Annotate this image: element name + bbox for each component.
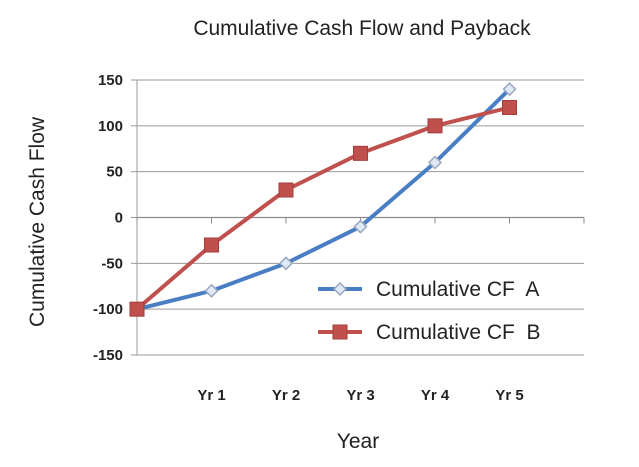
data-point-series-1 (278, 256, 294, 271)
y-tick-label: -100 (93, 301, 123, 318)
y-tick-labels: 150 100 50 0 -50 -100 -150 (93, 72, 123, 364)
x-tick-labels: Yr 1 Yr 2 Yr 3 Yr 4 Yr 5 (197, 387, 523, 404)
data-point-series-2 (129, 301, 145, 317)
data-point-series-1 (502, 82, 517, 97)
legend-marker-1 (332, 281, 348, 297)
y-tick-label: 0 (115, 210, 123, 227)
y-tick-label: -150 (93, 347, 123, 364)
x-tick-label: Yr 4 (421, 387, 450, 404)
x-tick-label: Yr 3 (346, 387, 374, 404)
y-axis-title: Cumulative Cash Flow (26, 116, 49, 327)
x-axis-title: Year (337, 430, 379, 453)
data-point-series-2 (204, 237, 219, 253)
data-point-series-1 (204, 283, 219, 298)
series-lines (135, 87, 511, 312)
data-point-series-2 (278, 182, 294, 198)
chart-title: Cumulative Cash Flow and Payback (193, 17, 531, 40)
legend: Cumulative CF A Cumulative CF B (318, 278, 541, 344)
data-point-series-1 (427, 155, 443, 170)
data-point-series-2 (353, 145, 368, 161)
y-tick-label: 100 (98, 118, 123, 135)
axes (136, 80, 585, 355)
data-point-series-2 (427, 118, 443, 134)
series-line-1 (136, 87, 511, 312)
data-point-series-2 (502, 100, 517, 115)
y-tick-label: 150 (98, 72, 123, 89)
legend-label-2: Cumulative CF B (376, 321, 541, 344)
x-tick-label: Yr 1 (197, 387, 225, 404)
series-markers (129, 82, 517, 317)
data-point-series-1 (353, 219, 368, 234)
x-tick-label: Yr 5 (495, 387, 523, 404)
legend-marker-2 (332, 324, 348, 340)
y-tick-label: 50 (106, 164, 123, 181)
y-tick-label: -50 (101, 255, 123, 272)
legend-label-1: Cumulative CF A (376, 278, 539, 301)
x-tick-label: Yr 2 (272, 387, 300, 404)
series-line-2 (135, 105, 510, 311)
